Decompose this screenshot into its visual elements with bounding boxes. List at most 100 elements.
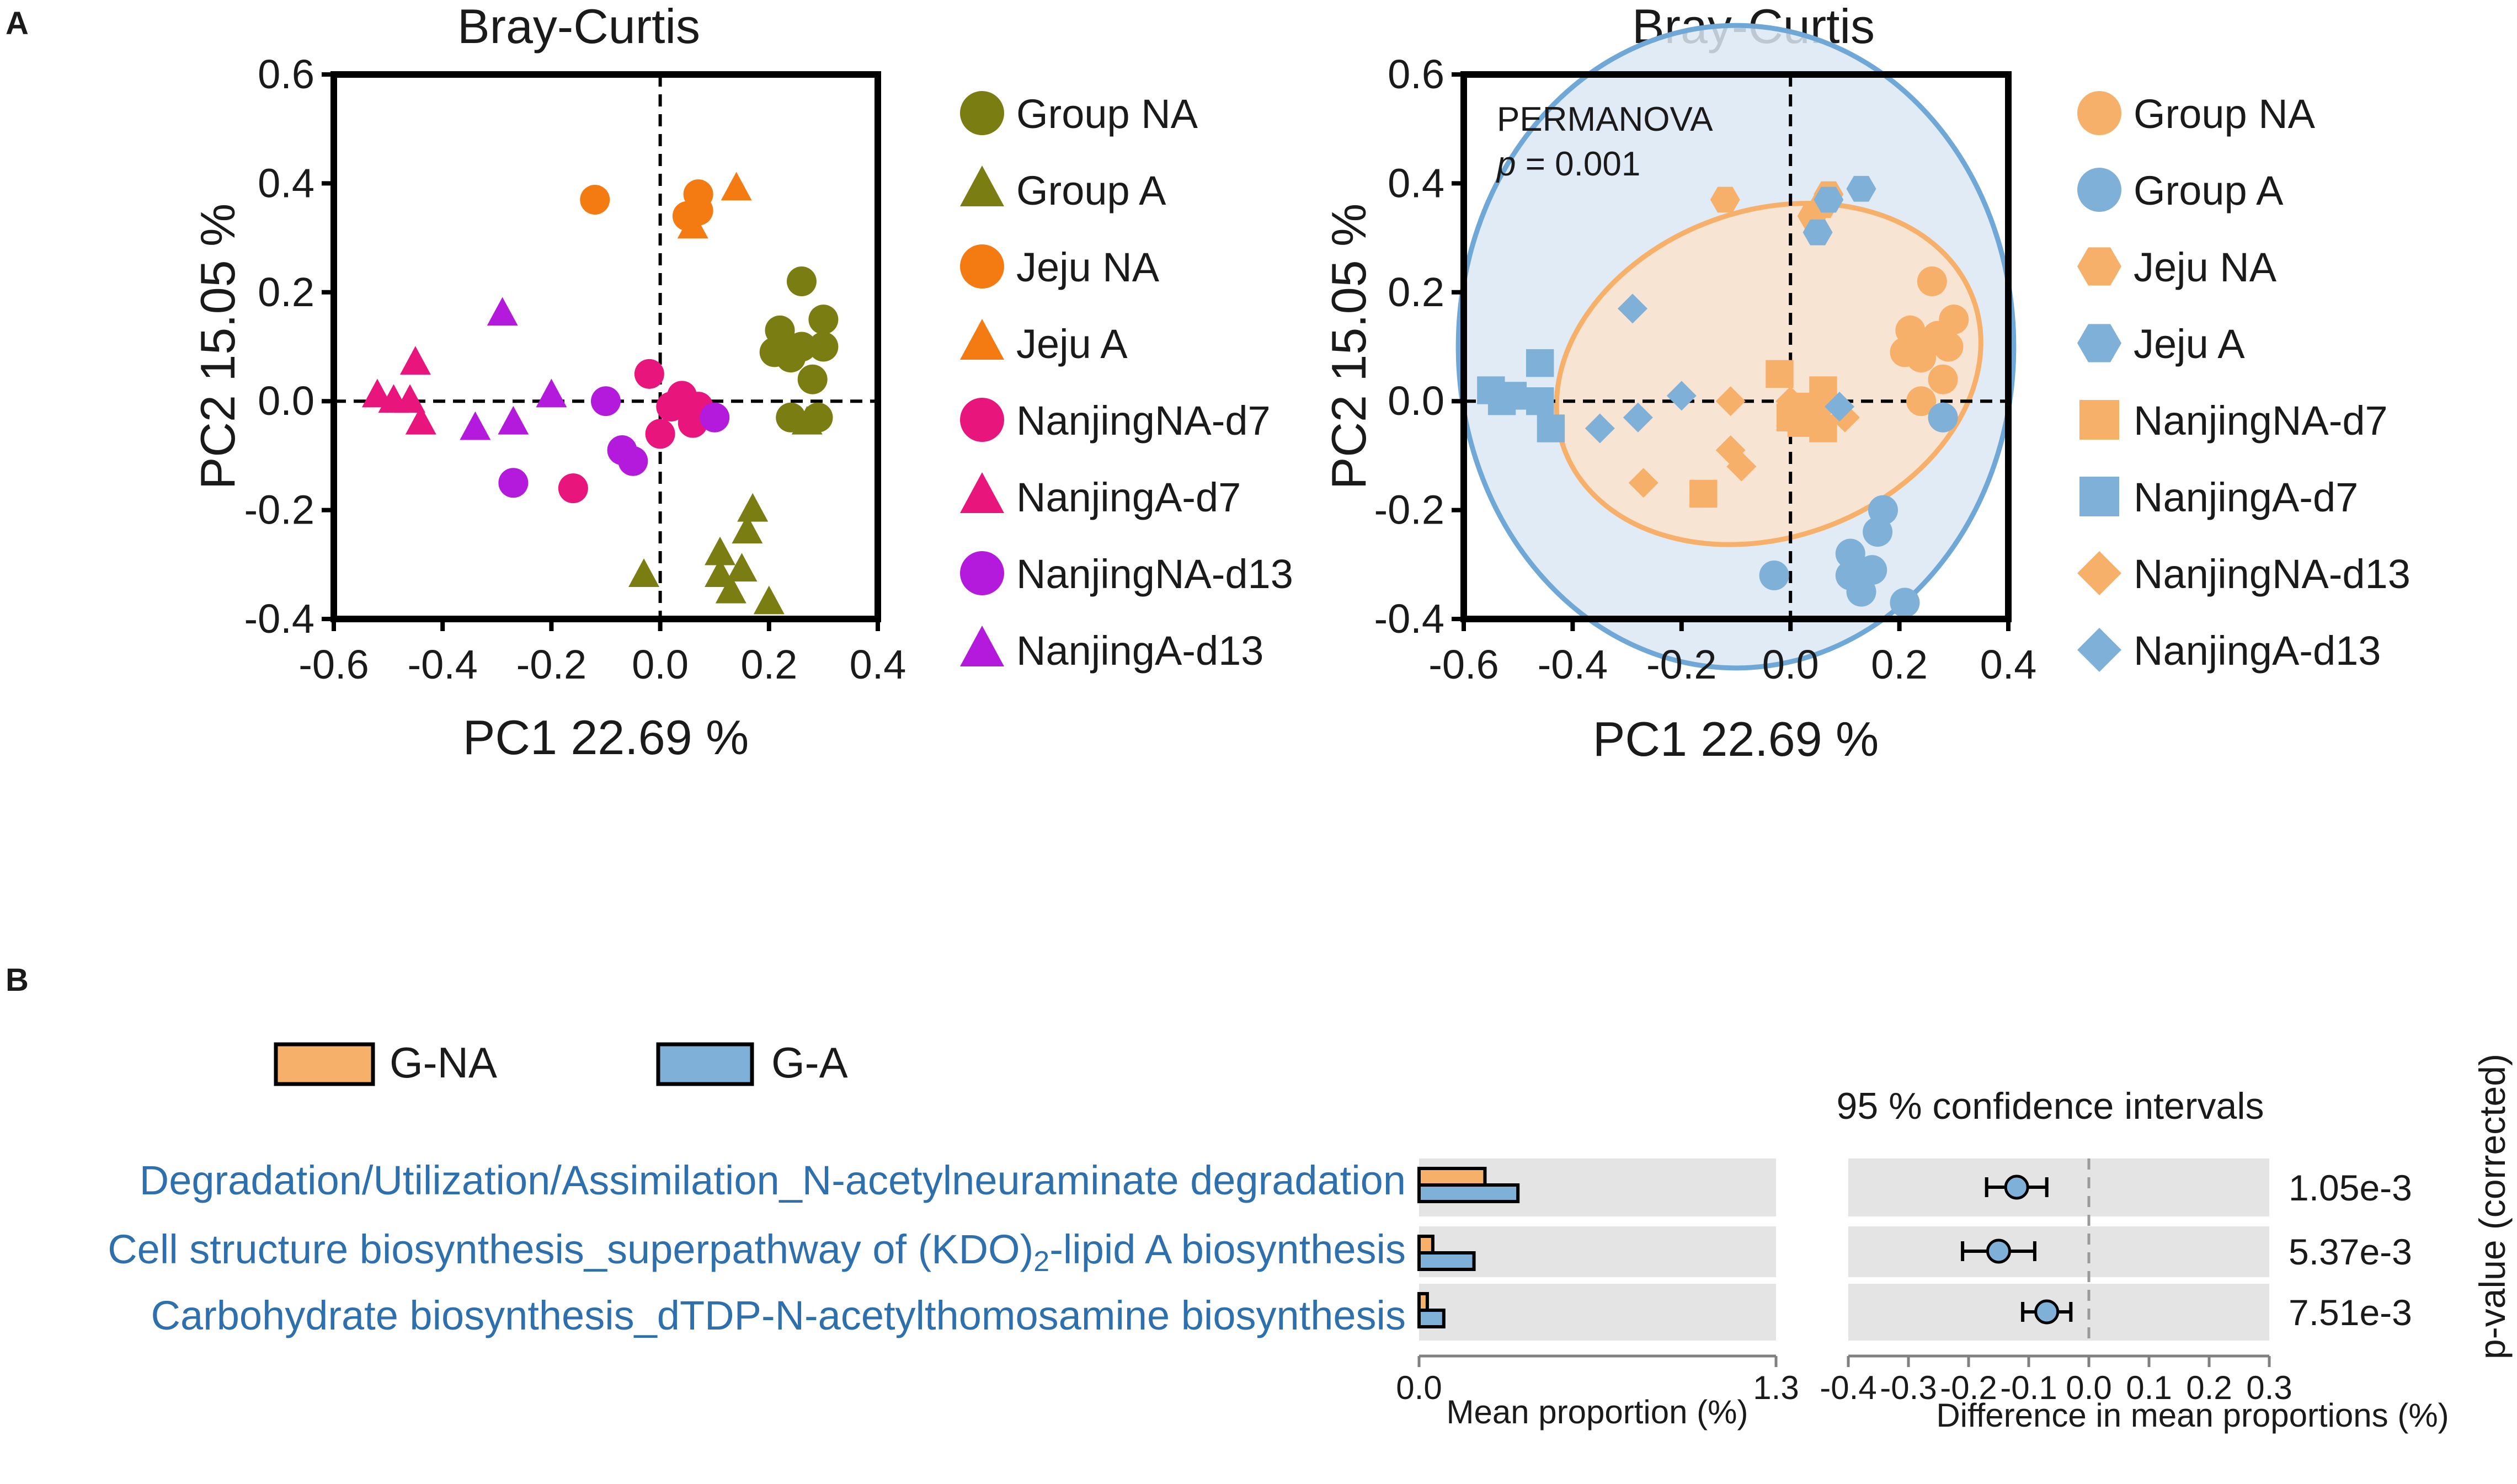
pcoa-right-point-s5-5 bbox=[1487, 387, 1516, 415]
pcoa-left-point-s6-4 bbox=[498, 468, 529, 498]
pcoa-right-ytick-label-4: 0.4 bbox=[1388, 160, 1444, 206]
legend-label-g-a: G-A bbox=[771, 1038, 848, 1087]
pcoa-left-xtick-label-1: -0.4 bbox=[407, 642, 478, 687]
pcoa-left-legend-marker-7 bbox=[960, 626, 1004, 666]
pcoa-right-point-s4-7 bbox=[1689, 479, 1718, 508]
pcoa-right-point-s6-6 bbox=[1775, 386, 1806, 417]
pcoa-left-xtick-label-0: -0.6 bbox=[298, 642, 369, 687]
pcoa-right-point-s2-0 bbox=[1710, 186, 1740, 213]
pcoa-left-point-s4-2 bbox=[656, 392, 686, 422]
mean-axis-tick-label-0: 0.0 bbox=[1396, 1369, 1442, 1406]
pcoa-left-legend-label-0: Group NA bbox=[1016, 91, 1198, 137]
pcoa-left-legend-label-6: NanjingNA-d13 bbox=[1016, 551, 1293, 597]
pcoa-right-xtick-label-5: 0.4 bbox=[1980, 642, 2037, 687]
pcoa-left-ytick-label-0: -0.4 bbox=[244, 596, 314, 642]
pcoa-right-legend-label-0: Group NA bbox=[2134, 91, 2316, 137]
pcoa-left-legend-label-5: NanjingA-d7 bbox=[1016, 474, 1241, 520]
pcoa-left-point-s0-0 bbox=[786, 266, 817, 297]
pcoa-right-point-s7-1 bbox=[1666, 381, 1697, 411]
ci-axis-tick-label-7: 0.3 bbox=[2246, 1369, 2292, 1406]
pcoa-left-ytick-label-3: 0.2 bbox=[258, 269, 314, 315]
pcoa-right-point-s0-10 bbox=[1922, 321, 1953, 351]
pcoa-left-reference-lines bbox=[334, 74, 878, 619]
pcoa-left-point-s1-1 bbox=[732, 515, 763, 544]
pcoa-left-point-s7-1 bbox=[536, 378, 567, 408]
mean-bar-G-NA-1 bbox=[1417, 1235, 1435, 1255]
pcoa-left-legend-marker-2 bbox=[960, 244, 1004, 289]
pcoa-right-ytick-label-2: 0.0 bbox=[1388, 378, 1444, 424]
pcoa-left-point-s5-4 bbox=[405, 405, 436, 435]
pcoa-left-frame bbox=[330, 71, 881, 622]
pcoa-right-point-s3-1 bbox=[1803, 219, 1833, 245]
pcoa-left-legend: Group NA Group A Jeju NA Jeju A NanjingNA-d7… bbox=[960, 91, 1293, 674]
pcoa-left-legend-marker-3 bbox=[960, 319, 1004, 360]
pcoa-right-ytick-label-3: 0.2 bbox=[1388, 269, 1444, 315]
pcoa-right-point-s4-0 bbox=[1766, 360, 1794, 388]
ci-xlabel: Difference in mean proportions (%) bbox=[1936, 1397, 2449, 1434]
pcoa-right-legend-label-7: NanjingA-d13 bbox=[2134, 628, 2381, 674]
ci-axis-tick-label-1: -0.3 bbox=[1880, 1369, 1937, 1406]
pcoa-left-point-s7-0 bbox=[487, 297, 518, 326]
mean-proportion-xlabel: Mean proportion (%) bbox=[1447, 1394, 1748, 1430]
pcoa-right-legend-label-1: Group A bbox=[2134, 168, 2284, 213]
ci-row-bg-0 bbox=[1848, 1159, 2269, 1216]
pcoa-right-point-s0-0 bbox=[1917, 266, 1947, 297]
pcoa-right-xtick-label-0: -0.6 bbox=[1428, 642, 1499, 687]
pcoa-left-legend-marker-5 bbox=[960, 472, 1004, 513]
pcoa-right-legend-marker-4 bbox=[2079, 400, 2119, 440]
pcoa-left-ytick-label-2: 0.0 bbox=[258, 378, 314, 424]
pathway-label-1-text: Degradation/Utilization/Assimilation_N-a… bbox=[140, 1157, 1406, 1203]
pcoa-left-ticks: -0.6 -0.4 -0.2 0.0 0.2 0.4-0.4-0.20.00.20.40.… bbox=[244, 51, 906, 687]
ci-axis-tick-label-3: -0.1 bbox=[2000, 1369, 2057, 1406]
pcoa-left-legend-label-4: NanjingNA-d7 bbox=[1016, 398, 1271, 444]
pcoa-right-point-s1-7 bbox=[1759, 560, 1789, 591]
legend-swatch-g-a bbox=[656, 1042, 754, 1086]
ci-title: 95 % confidence intervals bbox=[1837, 1085, 2264, 1127]
mean-axis-tick-label-1: 1.3 bbox=[1753, 1369, 1799, 1406]
permanova-p-text: = 0.001 bbox=[1516, 145, 1640, 183]
pcoa-left-legend-label-1: Group A bbox=[1016, 168, 1166, 213]
pcoa-right-ytick-label-5: 0.6 bbox=[1388, 51, 1444, 97]
pcoa-left-point-s0-5 bbox=[808, 332, 839, 362]
ci-marks bbox=[1961, 1175, 2073, 1325]
pcoa-left-legend-marker-1 bbox=[960, 166, 1004, 206]
mean-bar-G-NA-2 bbox=[1417, 1292, 1429, 1312]
pcoa-left-xlabel: PC1 22.69 % bbox=[463, 710, 749, 765]
ci-estimate-1 bbox=[1986, 1239, 2011, 1264]
pathway-label-3: Carbohydrate biosynthesis_dTDP-N-acetylt… bbox=[151, 1293, 1406, 1338]
pcoa-left-legend-marker-6 bbox=[960, 551, 1004, 595]
ci-axis-tick-label-6: 0.2 bbox=[2186, 1369, 2232, 1406]
mean-proportion-axis: 0.0 1.3 bbox=[1396, 1354, 1799, 1406]
ci-estimate-2 bbox=[2034, 1299, 2060, 1325]
pcoa-left-point-s1-3 bbox=[726, 553, 758, 582]
pcoa-left-point-s6-0 bbox=[591, 386, 621, 417]
pcoa-right-legend-marker-5 bbox=[2079, 477, 2119, 516]
pcoa-right-xtick-label-2: -0.2 bbox=[1646, 642, 1717, 687]
pcoa-right-point-s7-4 bbox=[1825, 392, 1855, 422]
pcoa-right-point-s5-4 bbox=[1537, 414, 1565, 442]
mean-bar-G-NA-0 bbox=[1417, 1167, 1487, 1187]
permanova-label: PERMANOVA bbox=[1497, 100, 1713, 138]
pcoa-left-legend-marker-0 bbox=[960, 91, 1004, 135]
extended-error-bar-plot: G-NA G-A Degradation/Utilization/Assimil… bbox=[108, 1038, 2513, 1434]
pcoa-right-ylabel: PC2 15.05 % bbox=[1321, 204, 1376, 490]
mean-bar-G-A-1 bbox=[1417, 1251, 1476, 1271]
pcoa-right-legend-label-2: Jeju NA bbox=[2134, 244, 2277, 290]
panel-label-b: B bbox=[6, 962, 29, 998]
pathway-label-2-suffix: -lipid A biosynthesis bbox=[1049, 1226, 1406, 1272]
pcoa-left-point-s1-4 bbox=[705, 558, 736, 588]
pcoa-left-point-s5-2 bbox=[399, 346, 431, 375]
p-value-0: 1.05e-3 bbox=[2289, 1167, 2412, 1208]
permanova-p-value: p = 0.001 bbox=[1496, 145, 1640, 183]
pcoa-right-ytick-label-1: -0.2 bbox=[1374, 487, 1444, 533]
pcoa-left-plot: Bray-Curtis -0.6 -0.4 -0.2 0.0 0.2 0.4-0.4-0.… bbox=[190, 0, 1293, 765]
mean-bar-G-A-0 bbox=[1417, 1183, 1520, 1203]
pathway-label-2-subscript: 2 bbox=[1033, 1246, 1049, 1278]
pcoa-right-legend-marker-1 bbox=[2077, 168, 2121, 212]
pcoa-right-point-s1-8 bbox=[1928, 402, 1958, 433]
pcoa-left-xtick-label-4: 0.2 bbox=[740, 642, 797, 687]
pcoa-left-points bbox=[361, 172, 839, 615]
pcoa-right-ticks: -0.6 -0.4 -0.2 0.0 0.2 0.4-0.4-0.20.00.20.40.… bbox=[1374, 51, 2036, 687]
ci-row-bg-1 bbox=[1848, 1226, 2269, 1277]
